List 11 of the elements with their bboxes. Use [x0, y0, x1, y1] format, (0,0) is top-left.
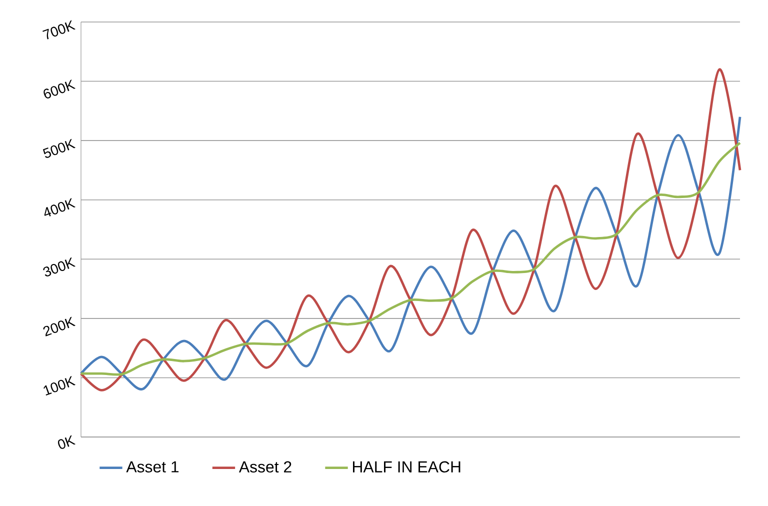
y-tick-label: 200K: [43, 316, 76, 336]
y-tick-label: 700K: [42, 20, 76, 40]
y-tick-label: 0K: [58, 435, 76, 449]
y-tick-label: 400K: [44, 198, 76, 216]
legend-label: Asset 2: [238, 461, 292, 473]
legend-label: Asset 1: [126, 461, 179, 472]
y-tick-label: 300K: [43, 257, 76, 276]
y-tick-label: 600K: [44, 80, 76, 98]
y-tick-label: 500K: [42, 138, 76, 158]
legend-label: HALF IN EACH: [353, 461, 460, 473]
y-tick-label: 100K: [44, 376, 76, 396]
